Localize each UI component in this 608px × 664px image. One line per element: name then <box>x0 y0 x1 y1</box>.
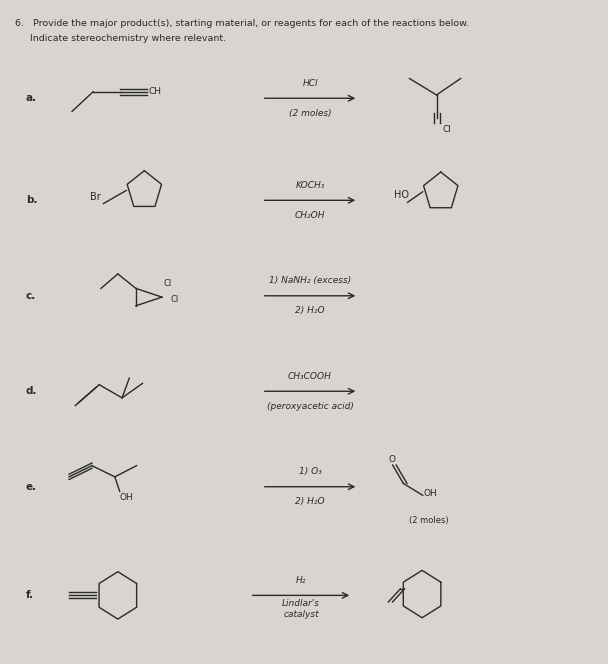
Text: (2 moles): (2 moles) <box>409 517 449 525</box>
Text: 1) O₃: 1) O₃ <box>299 467 322 476</box>
Text: 1) NaNH₂ (excess): 1) NaNH₂ (excess) <box>269 276 351 286</box>
Text: CH₃COOH: CH₃COOH <box>288 372 332 380</box>
Text: (peroxyacetic acid): (peroxyacetic acid) <box>266 402 353 411</box>
Text: Lindlar's: Lindlar's <box>282 599 320 608</box>
Text: 2) H₂O: 2) H₂O <box>295 306 325 315</box>
Text: OH: OH <box>120 493 133 502</box>
Text: KOCH₃: KOCH₃ <box>295 181 325 190</box>
Text: 2) H₂O: 2) H₂O <box>295 497 325 506</box>
Text: HO: HO <box>395 191 409 201</box>
Text: HCl: HCl <box>302 79 318 88</box>
Text: c.: c. <box>26 291 36 301</box>
Text: Indicate stereochemistry where relevant.: Indicate stereochemistry where relevant. <box>15 35 226 43</box>
Text: H₂: H₂ <box>296 576 306 585</box>
Text: OH: OH <box>424 489 438 499</box>
Text: f.: f. <box>26 590 33 600</box>
Text: (2 moles): (2 moles) <box>289 109 331 118</box>
Text: CH₂OH: CH₂OH <box>295 211 325 220</box>
Text: d.: d. <box>26 386 37 396</box>
Text: O: O <box>389 455 396 463</box>
Text: 6.   Provide the major product(s), starting material, or reagents for each of th: 6. Provide the major product(s), startin… <box>15 19 469 29</box>
Text: b.: b. <box>26 195 37 205</box>
Text: Cl: Cl <box>443 125 451 133</box>
Text: a.: a. <box>26 93 37 104</box>
Text: e.: e. <box>26 482 37 492</box>
Text: Cl: Cl <box>163 279 171 288</box>
Text: catalyst: catalyst <box>283 610 319 619</box>
Text: Cl: Cl <box>170 295 179 304</box>
Text: Br: Br <box>90 192 101 202</box>
Text: CH: CH <box>148 87 162 96</box>
